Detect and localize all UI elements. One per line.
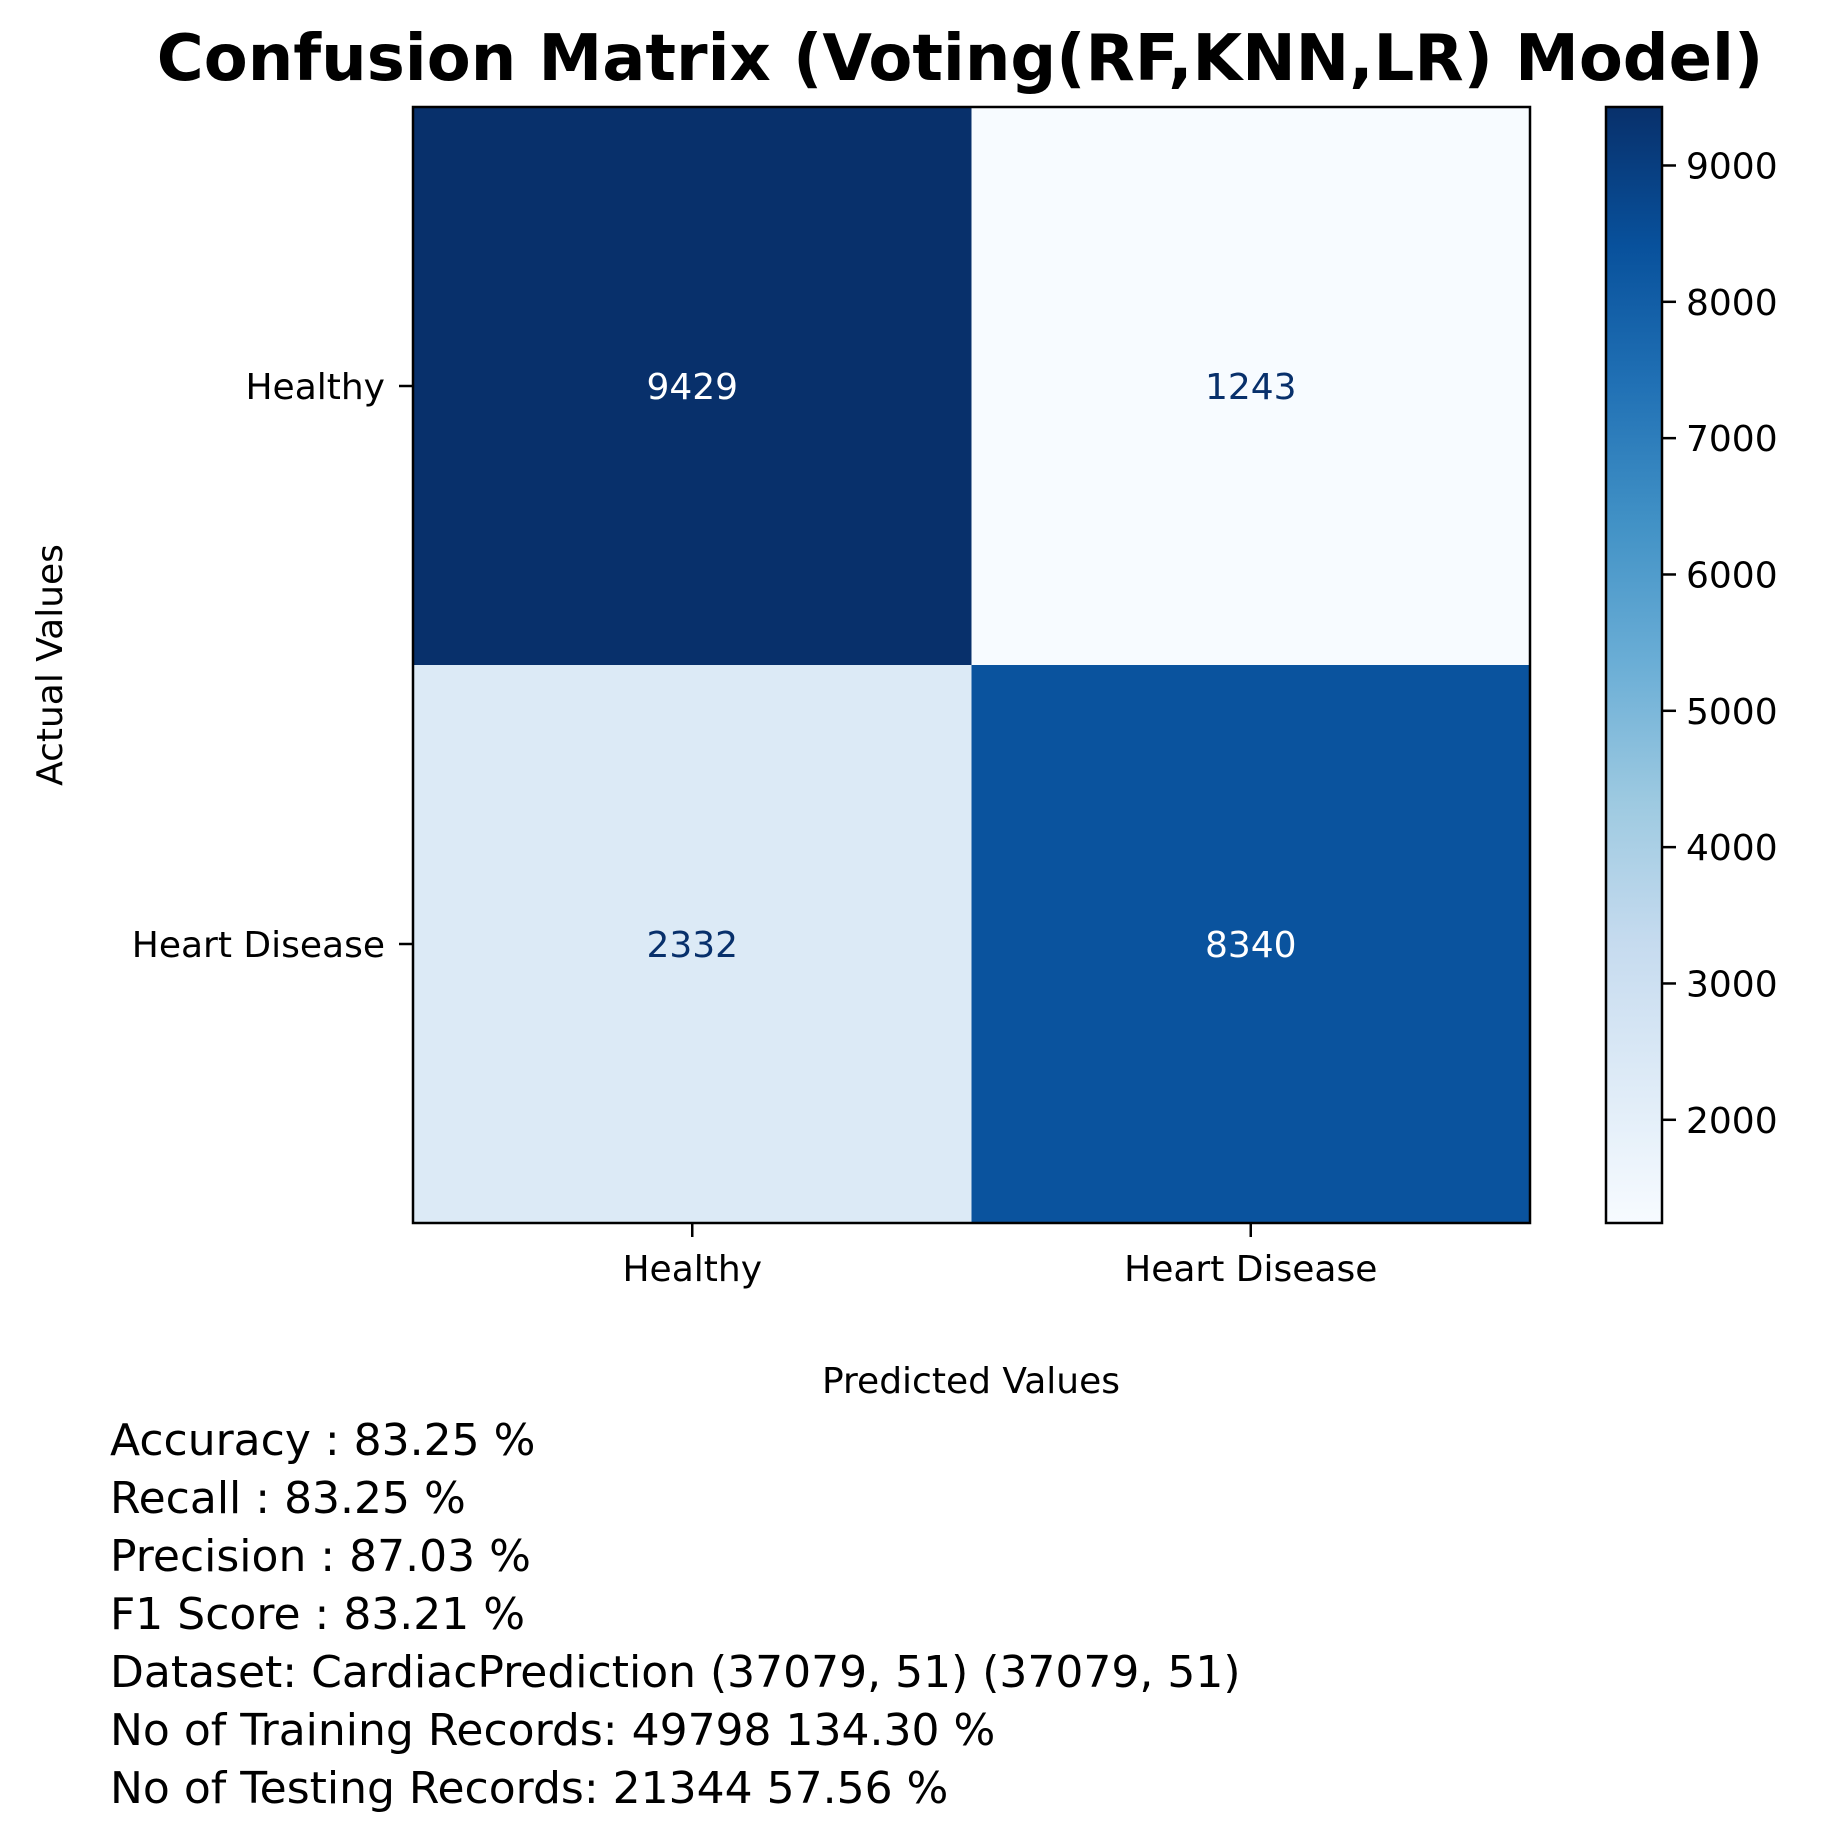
colorbar-tick-label: 2000 xyxy=(1686,1101,1778,1142)
colorbar-tick-label: 5000 xyxy=(1686,692,1778,733)
y-axis-ticks: Healthy Heart Disease xyxy=(132,367,413,966)
matrix-cells xyxy=(413,107,1530,1223)
matrix-cell-labels: 9429 1243 2332 8340 xyxy=(646,367,1296,966)
plot-frame xyxy=(411,105,1532,1225)
colorbar-tick-label: 6000 xyxy=(1686,555,1778,596)
x-axis-label: Predicted Values xyxy=(822,1361,1120,1402)
y-tick-label: Heart Disease xyxy=(132,925,385,966)
metric-line: Accuracy : 83.25 % xyxy=(110,1415,535,1466)
x-tick-label: Healthy xyxy=(622,1249,762,1290)
x-axis-ticks: Healthy Heart Disease xyxy=(622,1223,1377,1290)
metric-line: No of Training Records: 49798 134.30 % xyxy=(110,1705,995,1756)
metric-line: F1 Score : 83.21 % xyxy=(110,1589,525,1640)
x-tick-label: Heart Disease xyxy=(1124,1249,1377,1290)
colorbar-tick-label: 7000 xyxy=(1686,419,1778,460)
colorbar-tick-label: 3000 xyxy=(1686,964,1778,1005)
matrix-cell xyxy=(413,665,972,1223)
metric-line: Dataset: CardiacPrediction (37079, 51) (… xyxy=(110,1647,1241,1698)
metric-line: Precision : 87.03 % xyxy=(110,1531,531,1582)
matrix-cell-value: 1243 xyxy=(1205,367,1297,408)
matrix-cell-value: 8340 xyxy=(1205,925,1297,966)
y-tick-label: Healthy xyxy=(245,367,385,408)
metric-line: Recall : 83.25 % xyxy=(110,1473,466,1524)
colorbar-tick-label: 9000 xyxy=(1686,146,1778,187)
matrix-cell xyxy=(971,665,1530,1223)
metrics-text: Accuracy : 83.25 % Recall : 83.25 % Precis… xyxy=(110,1415,1241,1814)
colorbar-tick-label: 8000 xyxy=(1686,283,1778,324)
colorbar xyxy=(1604,105,1664,1225)
matrix-cell-value: 9429 xyxy=(646,367,738,408)
metric-line: No of Testing Records: 21344 57.56 % xyxy=(110,1763,948,1814)
chart-title: Confusion Matrix (Voting(RF,KNN,LR) Mode… xyxy=(157,22,1763,96)
colorbar-tick-label: 4000 xyxy=(1686,828,1778,869)
matrix-cell xyxy=(971,107,1530,665)
y-axis-label: Actual Values xyxy=(30,544,71,786)
matrix-cell xyxy=(413,107,972,665)
colorbar-ticks: 2000 3000 4000 5000 6000 7000 8000 9000 xyxy=(1662,146,1778,1142)
matrix-cell-value: 2332 xyxy=(646,925,738,966)
